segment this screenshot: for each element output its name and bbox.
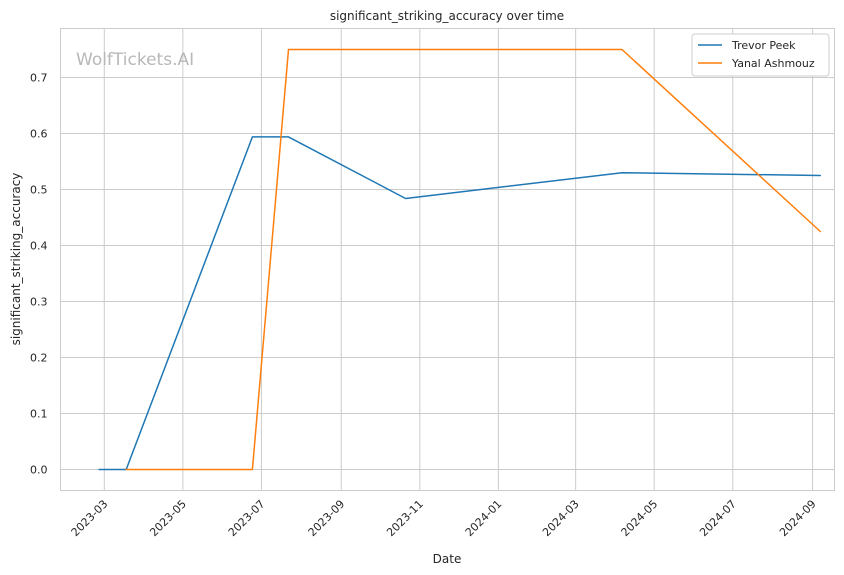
- y-tick-label: 0.2: [30, 352, 48, 365]
- chart-title: significant_striking_accuracy over time: [330, 9, 564, 23]
- legend-label: Trevor Peek: [731, 39, 796, 52]
- series-layer: [98, 48, 822, 471]
- legend-box: [691, 33, 830, 77]
- y-tick-label: 0.4: [30, 240, 48, 253]
- y-tick-label: 0.0: [30, 464, 48, 477]
- y-tick-label: 0.1: [30, 408, 48, 421]
- y-axis-ticks: 0.0 0.1 0.2 0.3 0.4 0.5 0.6 0.7: [30, 72, 48, 477]
- y-tick-label: 0.7: [30, 72, 48, 85]
- legend: Trevor Peek Yanal Ashmouz: [691, 33, 830, 77]
- plot-frame: [60, 28, 835, 491]
- watermark: WolfTickets.AI: [76, 50, 194, 70]
- y-axis-label: significant_striking_accuracy: [9, 173, 23, 346]
- legend-label: Yanal Ashmouz: [731, 57, 815, 70]
- x-axis-label: Date: [433, 552, 462, 566]
- grid: [60, 28, 835, 491]
- y-tick-label: 0.6: [30, 128, 48, 141]
- series-line-1: [125, 48, 822, 471]
- y-tick-label: 0.3: [30, 296, 48, 309]
- y-tick-label: 0.5: [30, 184, 48, 197]
